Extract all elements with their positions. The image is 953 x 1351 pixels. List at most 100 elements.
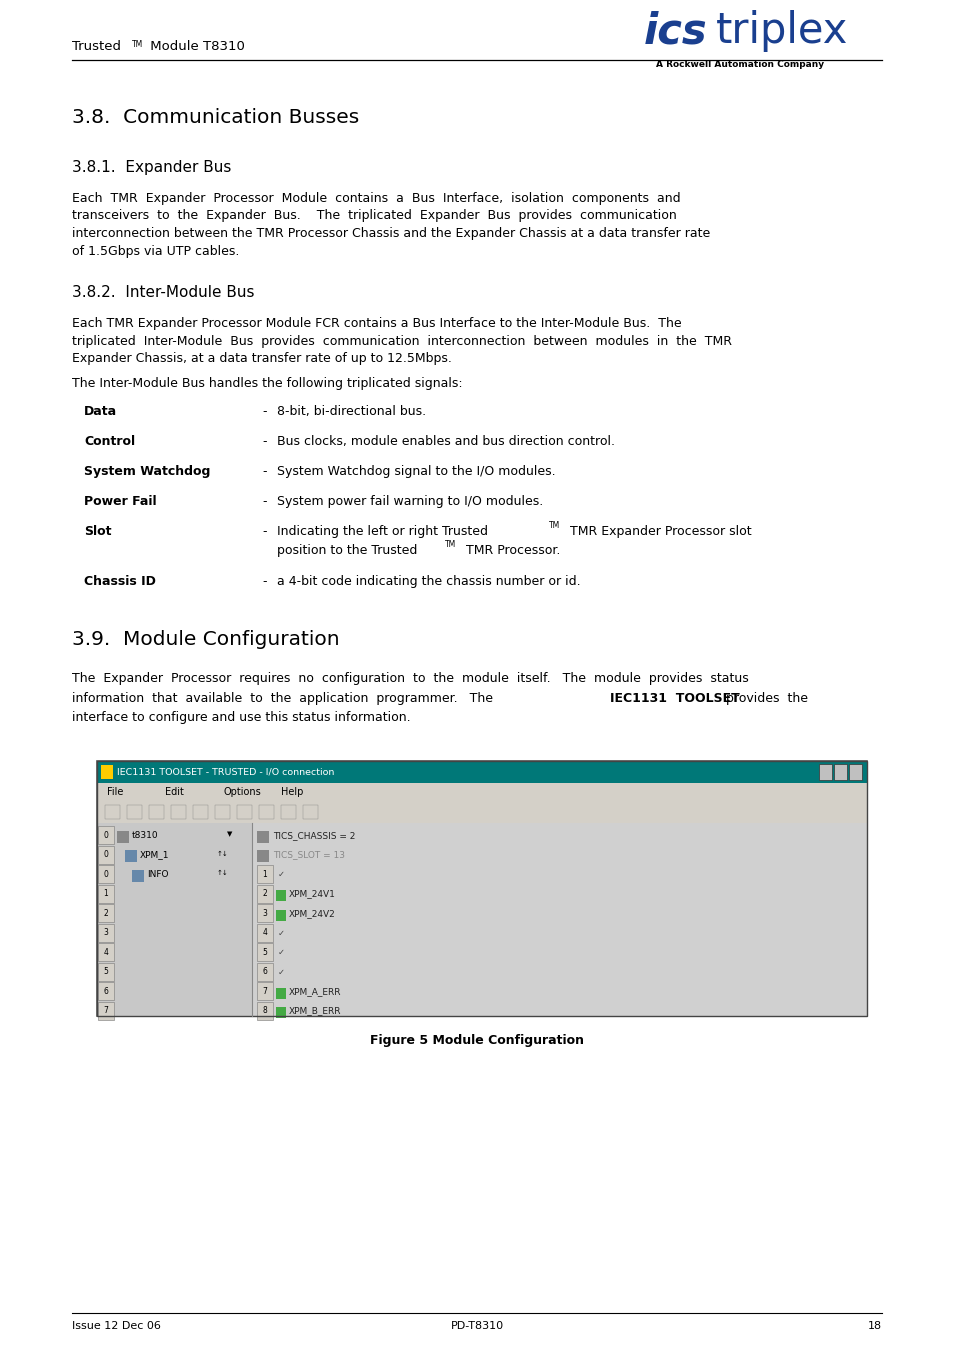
Text: ↑↓: ↑↓	[216, 851, 229, 857]
Bar	[275, 988, 286, 998]
Text: File: File	[107, 788, 123, 797]
Bar	[171, 805, 186, 819]
Text: information  that  available  to  the  application  programmer.   The: information that available to the applic…	[71, 692, 500, 704]
Text: Slot: Slot	[84, 526, 112, 538]
Text: INFO: INFO	[147, 870, 169, 880]
Bar	[98, 904, 113, 921]
Bar	[149, 805, 164, 819]
Text: -: -	[262, 526, 266, 538]
Bar	[98, 982, 113, 1000]
Bar	[98, 962, 113, 981]
Text: 1: 1	[262, 870, 267, 878]
Text: 8: 8	[262, 1006, 267, 1015]
Bar	[98, 885, 113, 902]
Text: TMR Expander Processor slot: TMR Expander Processor slot	[565, 526, 751, 538]
Text: 7: 7	[104, 1006, 109, 1015]
Text: interface to configure and use this status information.: interface to configure and use this stat…	[71, 711, 410, 724]
Bar	[98, 943, 113, 961]
Bar	[98, 846, 113, 863]
Text: 0: 0	[104, 870, 109, 878]
Bar	[275, 909, 286, 920]
Bar	[275, 1006, 286, 1019]
Bar	[97, 823, 252, 1016]
Text: -: -	[262, 576, 266, 588]
Bar	[256, 831, 269, 843]
Text: Edit: Edit	[165, 788, 184, 797]
Text: 1: 1	[104, 889, 109, 898]
Text: -: -	[262, 465, 266, 478]
Text: 3.9.  Module Configuration: 3.9. Module Configuration	[71, 630, 339, 648]
Bar	[132, 870, 144, 881]
Text: 0: 0	[104, 850, 109, 859]
Text: Module T8310: Module T8310	[146, 41, 245, 53]
Text: Each  TMR  Expander  Processor  Module  contains  a  Bus  Interface,  isolation : Each TMR Expander Processor Module conta…	[71, 192, 709, 258]
Text: XPM_1: XPM_1	[140, 851, 170, 859]
Bar	[97, 761, 866, 1016]
Text: ✓: ✓	[277, 870, 285, 880]
Bar	[256, 865, 273, 884]
Text: IEC1131  TOOLSET: IEC1131 TOOLSET	[609, 692, 739, 704]
Bar	[98, 924, 113, 942]
Bar	[275, 890, 286, 901]
Bar	[127, 805, 142, 819]
Text: 3.8.  Communication Busses: 3.8. Communication Busses	[71, 108, 359, 127]
Text: System power fail warning to I/O modules.: System power fail warning to I/O modules…	[276, 494, 542, 508]
Text: position to the Trusted: position to the Trusted	[276, 544, 416, 557]
Bar	[101, 765, 112, 780]
Text: Help: Help	[281, 788, 303, 797]
Text: Each TMR Expander Processor Module FCR contains a Bus Interface to the Inter-Mod: Each TMR Expander Processor Module FCR c…	[71, 317, 731, 365]
Text: Power Fail: Power Fail	[84, 494, 156, 508]
Bar	[98, 825, 113, 844]
Text: -: -	[262, 435, 266, 449]
Bar	[256, 924, 273, 942]
Bar	[236, 805, 252, 819]
Text: ▼: ▼	[227, 831, 233, 838]
Bar	[303, 805, 317, 819]
Text: TM: TM	[132, 41, 143, 49]
Text: TICS_SLOT = 13: TICS_SLOT = 13	[273, 851, 345, 859]
Bar	[252, 823, 866, 1016]
Bar	[256, 904, 273, 921]
Bar	[97, 761, 866, 784]
Text: System Watchdog: System Watchdog	[84, 465, 211, 478]
Text: IEC1131 TOOLSET - TRUSTED - I/O connection: IEC1131 TOOLSET - TRUSTED - I/O connecti…	[117, 767, 334, 777]
Text: ↑↓: ↑↓	[216, 870, 229, 875]
Bar	[193, 805, 208, 819]
Text: System Watchdog signal to the I/O modules.: System Watchdog signal to the I/O module…	[276, 465, 555, 478]
Text: Trusted: Trusted	[71, 41, 121, 53]
Bar	[848, 765, 862, 780]
Text: XPM_A_ERR: XPM_A_ERR	[289, 988, 341, 996]
Text: ✓: ✓	[277, 928, 285, 938]
Text: Bus clocks, module enables and bus direction control.: Bus clocks, module enables and bus direc…	[276, 435, 615, 449]
Text: XPM_B_ERR: XPM_B_ERR	[289, 1006, 341, 1016]
Text: TICS_CHASSIS = 2: TICS_CHASSIS = 2	[273, 831, 355, 840]
Text: triplex: triplex	[716, 9, 847, 51]
Text: 3.8.1.  Expander Bus: 3.8.1. Expander Bus	[71, 159, 232, 176]
Text: ✓: ✓	[277, 967, 285, 977]
Bar	[833, 765, 846, 780]
Bar	[256, 943, 273, 961]
Bar	[98, 1001, 113, 1020]
Text: Chassis ID: Chassis ID	[84, 576, 155, 588]
Bar	[97, 801, 866, 823]
Text: Options: Options	[223, 788, 260, 797]
Bar	[105, 805, 120, 819]
Text: 7: 7	[262, 986, 267, 996]
Text: 8-bit, bi-directional bus.: 8-bit, bi-directional bus.	[276, 405, 426, 417]
Text: TMR Processor.: TMR Processor.	[461, 544, 559, 557]
Text: Indicating the left or right Trusted: Indicating the left or right Trusted	[276, 526, 488, 538]
Text: The Inter-Module Bus handles the following triplicated signals:: The Inter-Module Bus handles the followi…	[71, 377, 462, 390]
Text: 5: 5	[104, 967, 109, 975]
Bar	[256, 850, 269, 862]
Bar	[214, 805, 230, 819]
Text: 4: 4	[104, 947, 109, 957]
Text: -: -	[262, 494, 266, 508]
Text: 6: 6	[104, 986, 109, 996]
Text: 18: 18	[867, 1321, 882, 1331]
Text: TM: TM	[548, 521, 559, 530]
Text: 3.8.2.  Inter-Module Bus: 3.8.2. Inter-Module Bus	[71, 285, 254, 300]
Text: t8310: t8310	[132, 831, 158, 840]
Text: 6: 6	[262, 967, 267, 975]
Bar	[256, 982, 273, 1000]
Text: ✓: ✓	[277, 948, 285, 957]
